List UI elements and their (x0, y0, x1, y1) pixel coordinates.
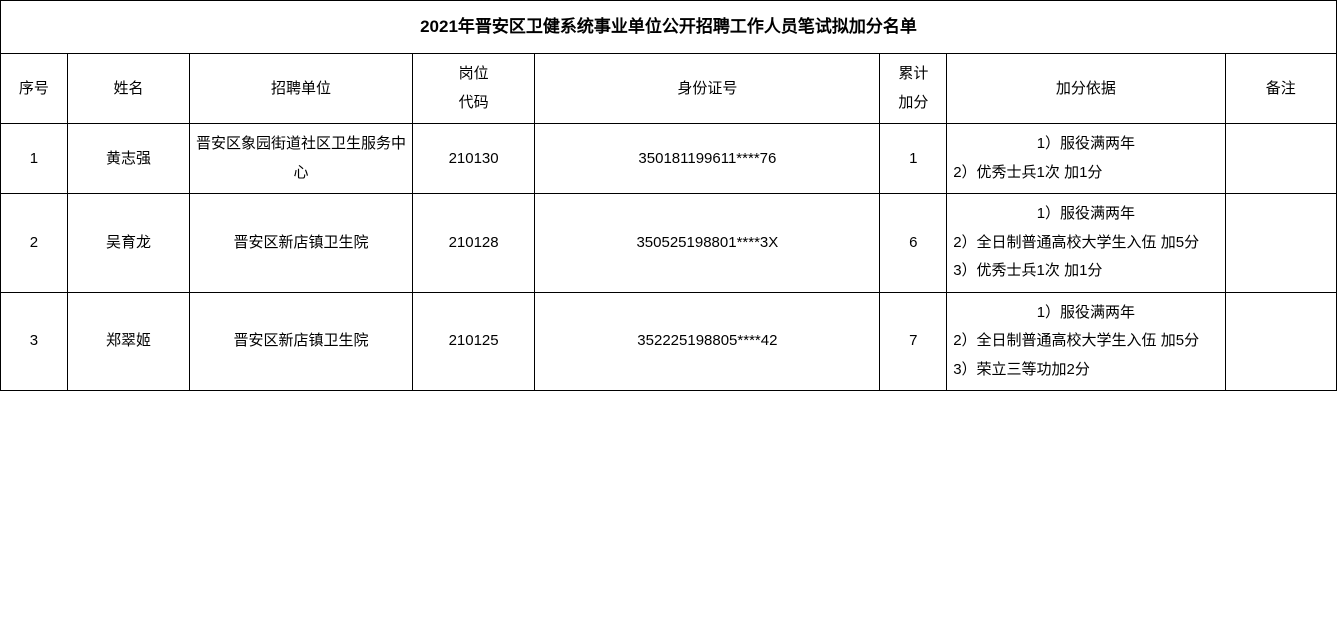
basis-item: 2）全日制普通高校大学生入伍 加5分 (953, 327, 1218, 356)
cell-name: 吴育龙 (67, 194, 189, 293)
cell-pos: 210128 (412, 194, 534, 293)
table-row: 2 吴育龙 晋安区新店镇卫生院 210128 350525198801****3… (1, 194, 1337, 293)
cell-seq: 2 (1, 194, 68, 293)
header-note: 备注 (1225, 54, 1336, 124)
cell-basis: 1）服役满两年 2）优秀士兵1次 加1分 (947, 124, 1225, 194)
cell-id: 350181199611****76 (535, 124, 880, 194)
header-pos-l2: 代码 (417, 89, 530, 118)
header-bonus-l1: 累计 (884, 60, 942, 89)
header-pos: 岗位 代码 (412, 54, 534, 124)
table-row: 1 黄志强 晋安区象园街道社区卫生服务中心 210130 35018119961… (1, 124, 1337, 194)
basis-item: 2）优秀士兵1次 加1分 (953, 159, 1218, 188)
cell-name: 郑翠姬 (67, 292, 189, 391)
header-seq: 序号 (1, 54, 68, 124)
cell-note (1225, 124, 1336, 194)
cell-bonus: 7 (880, 292, 947, 391)
header-name: 姓名 (67, 54, 189, 124)
header-bonus: 累计 加分 (880, 54, 947, 124)
basis-item: 1）服役满两年 (953, 299, 1218, 328)
cell-seq: 3 (1, 292, 68, 391)
cell-unit: 晋安区象园街道社区卫生服务中心 (190, 124, 413, 194)
header-pos-l1: 岗位 (417, 60, 530, 89)
cell-unit: 晋安区新店镇卫生院 (190, 194, 413, 293)
header-unit: 招聘单位 (190, 54, 413, 124)
basis-item: 3）优秀士兵1次 加1分 (953, 257, 1218, 286)
basis-item: 3）荣立三等功加2分 (953, 356, 1218, 385)
cell-unit: 晋安区新店镇卫生院 (190, 292, 413, 391)
basis-item: 2）全日制普通高校大学生入伍 加5分 (953, 229, 1218, 258)
basis-item: 1）服役满两年 (953, 200, 1218, 229)
cell-note (1225, 292, 1336, 391)
cell-id: 350525198801****3X (535, 194, 880, 293)
cell-bonus: 6 (880, 194, 947, 293)
table-row: 3 郑翠姬 晋安区新店镇卫生院 210125 352225198805****4… (1, 292, 1337, 391)
cell-name: 黄志强 (67, 124, 189, 194)
cell-bonus: 1 (880, 124, 947, 194)
cell-basis: 1）服役满两年 2）全日制普通高校大学生入伍 加5分 3）优秀士兵1次 加1分 (947, 194, 1225, 293)
cell-seq: 1 (1, 124, 68, 194)
bonus-list-table: 2021年晋安区卫健系统事业单位公开招聘工作人员笔试拟加分名单 序号 姓名 招聘… (0, 0, 1337, 391)
table-container: 2021年晋安区卫健系统事业单位公开招聘工作人员笔试拟加分名单 序号 姓名 招聘… (0, 0, 1337, 391)
header-id: 身份证号 (535, 54, 880, 124)
cell-basis: 1）服役满两年 2）全日制普通高校大学生入伍 加5分 3）荣立三等功加2分 (947, 292, 1225, 391)
cell-pos: 210130 (412, 124, 534, 194)
cell-id: 352225198805****42 (535, 292, 880, 391)
cell-note (1225, 194, 1336, 293)
header-basis: 加分依据 (947, 54, 1225, 124)
basis-item: 1）服役满两年 (953, 130, 1218, 159)
header-bonus-l2: 加分 (884, 89, 942, 118)
cell-pos: 210125 (412, 292, 534, 391)
table-title: 2021年晋安区卫健系统事业单位公开招聘工作人员笔试拟加分名单 (1, 1, 1337, 54)
header-row: 序号 姓名 招聘单位 岗位 代码 身份证号 累计 加分 加分依据 备注 (1, 54, 1337, 124)
title-row: 2021年晋安区卫健系统事业单位公开招聘工作人员笔试拟加分名单 (1, 1, 1337, 54)
